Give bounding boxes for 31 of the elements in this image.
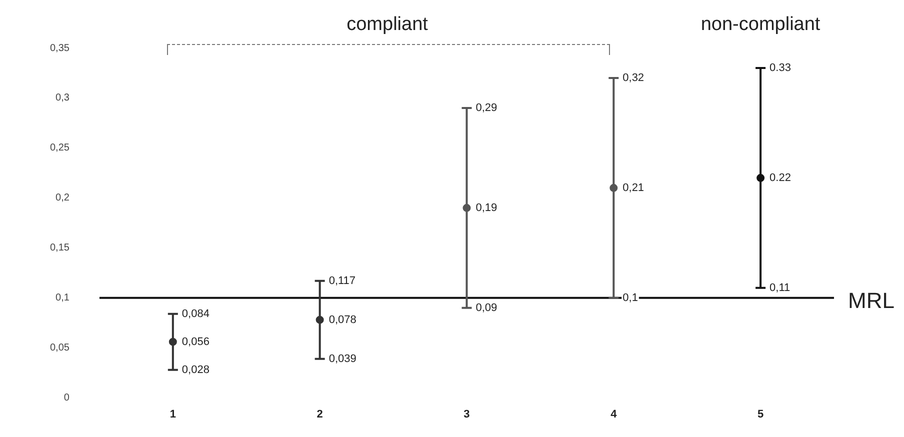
data-label: 0,056 — [182, 336, 210, 348]
annotation: 0,09 — [476, 302, 498, 314]
y-tick-label: 0,3 — [56, 92, 70, 104]
x-tick-label: 4 — [610, 408, 618, 420]
y-tick-label: 0 — [64, 392, 70, 404]
annotation: 0,32 — [622, 72, 644, 84]
x-tick-label: 2 — [316, 408, 323, 420]
data-label: 0,19 — [476, 202, 498, 214]
y-tick-label: 0,05 — [50, 342, 70, 354]
annotation: 0,117 — [328, 274, 356, 287]
annotation: 0,039 — [328, 352, 356, 365]
data-label: 0.22 — [770, 172, 791, 184]
text: non-compliant — [700, 14, 820, 36]
x-tick-label: 1 — [170, 408, 176, 420]
y-tick-label: 0,15 — [50, 242, 70, 254]
annotation: 0,1 — [622, 292, 638, 304]
ref-line-label: MRL — [848, 288, 894, 313]
annotation: 0,084 — [182, 308, 210, 320]
y-tick-label: 0,25 — [50, 142, 70, 154]
annotation: 0,11 — [770, 282, 790, 294]
annotation: 0,028 — [182, 364, 210, 376]
x-tick-label: 3 — [464, 408, 470, 420]
data-label: 0,21 — [622, 182, 644, 194]
data-label: 0,078 — [328, 314, 356, 326]
y-tick-label: 0,1 — [56, 292, 70, 304]
x-tick-label: 5 — [757, 408, 764, 420]
annotation: 0,29 — [476, 102, 498, 114]
text: compliant — [346, 14, 428, 36]
y-tick-label: 0,2 — [56, 192, 70, 204]
annotation: 0.33 — [770, 62, 791, 74]
y-tick-label: 0,35 — [50, 42, 70, 54]
